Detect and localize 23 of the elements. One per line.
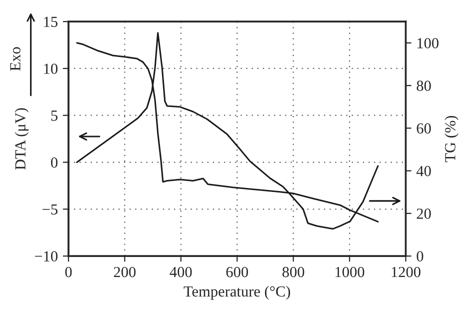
y-tick-label: −5: [42, 204, 58, 215]
x-tick-label: 800: [282, 266, 304, 278]
y2-tick-label: 0: [416, 251, 424, 262]
x-axis-title: Temperature (°C): [184, 286, 290, 300]
text: Exo: [10, 47, 20, 71]
y-tick-label: 5: [51, 110, 58, 121]
x-tick-label: 600: [226, 266, 248, 278]
y-tick-label: 15: [44, 16, 58, 28]
x-tick-label: 200: [114, 266, 136, 278]
x-tick-label: 1200: [392, 266, 420, 278]
y-tick-label: 0: [51, 157, 58, 168]
x-tick-label: 1000: [336, 266, 364, 278]
y-axis-title: DTA (μV): [14, 108, 29, 170]
y2-axis-title: TG (%): [444, 116, 458, 162]
x-tick-label: 400: [170, 266, 192, 278]
y2-tick-label: 40: [416, 166, 431, 176]
y-tick-label: −10: [34, 251, 58, 262]
x-tick-label: 0: [65, 266, 72, 278]
y-tick-label: 10: [44, 64, 58, 74]
y2-tick-label: 60: [416, 123, 431, 134]
y2-tick-label: 100: [418, 38, 438, 48]
y2-tick-label: 20: [416, 208, 431, 219]
y2-tick-label: 80: [416, 80, 431, 91]
